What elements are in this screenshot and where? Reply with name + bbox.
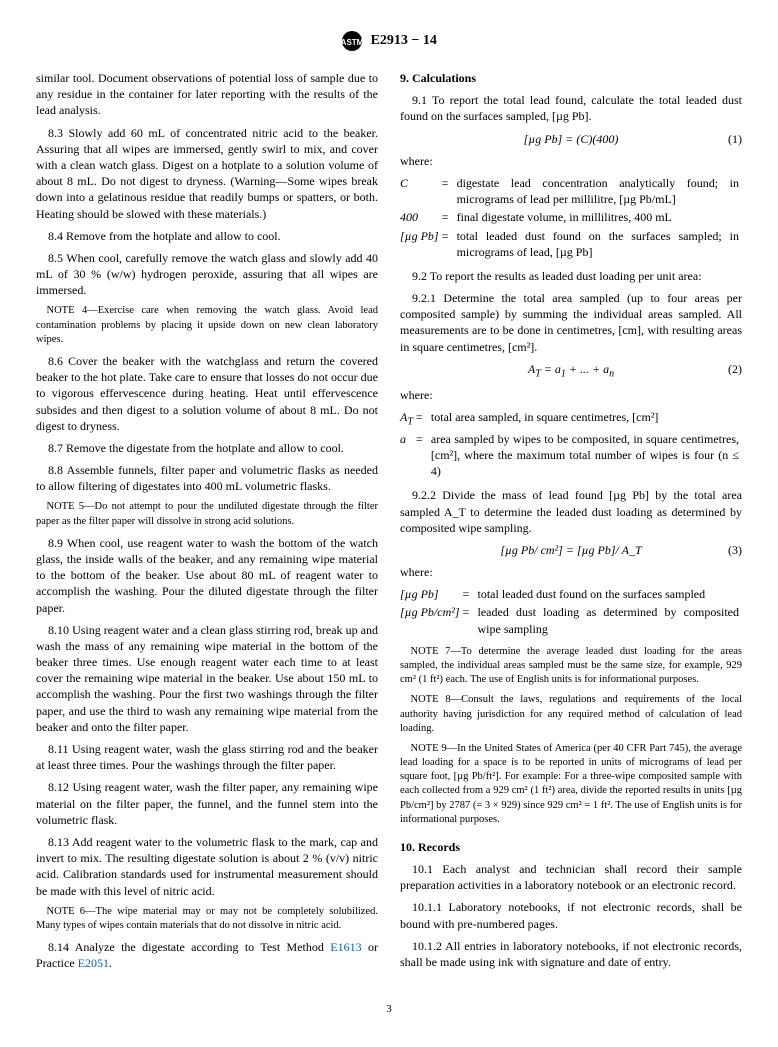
def-val: total leaded dust found on the surfaces …: [478, 586, 742, 604]
p-8-9: 8.9 When cool, use reagent water to wash…: [36, 535, 378, 616]
p-8-3: 8.3 Slowly add 60 mL of concentrated nit…: [36, 125, 378, 222]
page-header: ASTM E2913 − 14: [36, 30, 742, 52]
def-sym: C: [400, 175, 442, 209]
def-val: digestate lead concentration analyticall…: [457, 175, 742, 209]
eq1-num: (1): [728, 131, 742, 147]
p-9-2: 9.2 To report the results as leaded dust…: [400, 268, 742, 284]
note-5: NOTE 5—Do not attempt to pour the undilu…: [36, 500, 378, 528]
p-8-4: 8.4 Remove from the hotplate and allow t…: [36, 228, 378, 244]
p-8-5: 8.5 When cool, carefully remove the watc…: [36, 250, 378, 299]
eq1-body: [µg Pb] = (C)(400): [524, 132, 619, 146]
astm-logo-icon: ASTM: [341, 30, 363, 52]
note-6: NOTE 6—The wipe material may or may not …: [36, 905, 378, 933]
p-9-1: 9.1 To report the total lead found, calc…: [400, 92, 742, 124]
p-9-2-2: 9.2.2 Divide the mass of lead found [µg …: [400, 487, 742, 536]
p-10-1-2: 10.1.2 All entries in laboratory noteboo…: [400, 938, 742, 970]
def-val: total leaded dust found on the surfaces …: [457, 228, 742, 262]
p-8-13: 8.13 Add reagent water to the volumetric…: [36, 834, 378, 899]
defs-1: C=digestate lead concentration analytica…: [400, 175, 742, 262]
p-8-14-c: .: [109, 956, 112, 970]
where-3: where:: [400, 564, 742, 580]
eq2-body: AT = a1 + ... + an: [528, 362, 614, 376]
page-number: 3: [36, 1002, 742, 1017]
p-8-10: 8.10 Using reagent water and a clean gla…: [36, 622, 378, 735]
where-2: where:: [400, 387, 742, 403]
equation-1: [µg Pb] = (C)(400) (1): [400, 131, 742, 147]
p-8-8: 8.8 Assemble funnels, filter paper and v…: [36, 462, 378, 494]
note-8: NOTE 8—Consult the laws, regulations and…: [400, 693, 742, 736]
eq3-body: [µg Pb/ cm²] = [µg Pb]/ A_T: [500, 543, 641, 557]
p-8-6: 8.6 Cover the beaker with the watchglass…: [36, 353, 378, 434]
link-e1613[interactable]: E1613: [330, 940, 361, 954]
p-8-11: 8.11 Using reagent water, wash the glass…: [36, 741, 378, 773]
p-8-14-a: 8.14 Analyze the digestate according to …: [48, 940, 330, 954]
section-9-heading: 9. Calculations: [400, 70, 742, 86]
svg-text:ASTM: ASTM: [341, 38, 363, 47]
p-8-12: 8.12 Using reagent water, wash the filte…: [36, 779, 378, 828]
note-7: NOTE 7—To determine the average leaded d…: [400, 645, 742, 688]
def-val: leaded dust loading as determined by com…: [478, 604, 742, 638]
def-sym: AT: [400, 409, 416, 431]
p-9-2-1: 9.2.1 Determine the total area sampled (…: [400, 290, 742, 355]
body-columns: similar tool. Document observations of p…: [36, 70, 742, 980]
def-val: area sampled by wipes to be composited, …: [431, 431, 742, 482]
equation-3: [µg Pb/ cm²] = [µg Pb]/ A_T (3): [400, 542, 742, 558]
where-1: where:: [400, 153, 742, 169]
section-10-heading: 10. Records: [400, 839, 742, 855]
defs-2: AT=total area sampled, in square centime…: [400, 409, 742, 481]
def-val: total area sampled, in square centimetre…: [431, 409, 742, 431]
note-9: NOTE 9—In the United States of America (…: [400, 742, 742, 827]
link-e2051[interactable]: E2051: [78, 956, 109, 970]
p-10-1-1: 10.1.1 Laboratory notebooks, if not elec…: [400, 899, 742, 931]
def-sym: [µg Pb]: [400, 586, 463, 604]
def-sym: a: [400, 431, 416, 482]
note-4: NOTE 4—Exercise care when removing the w…: [36, 304, 378, 347]
def-sym: [µg Pb]: [400, 228, 442, 262]
p-8-7: 8.7 Remove the digestate from the hotpla…: [36, 440, 378, 456]
p-10-1: 10.1 Each analyst and technician shall r…: [400, 861, 742, 893]
def-sym: [µg Pb/cm²]: [400, 604, 463, 638]
designation: E2913 − 14: [371, 33, 437, 48]
eq3-num: (3): [728, 542, 742, 558]
p-8-14: 8.14 Analyze the digestate according to …: [36, 939, 378, 971]
p-intro: similar tool. Document observations of p…: [36, 70, 378, 119]
def-sym: 400: [400, 209, 442, 227]
def-val: final digestate volume, in millilitres, …: [457, 209, 742, 227]
defs-3: [µg Pb]=total leaded dust found on the s…: [400, 586, 742, 639]
equation-2: AT = a1 + ... + an (2): [400, 361, 742, 381]
eq2-num: (2): [728, 361, 742, 377]
